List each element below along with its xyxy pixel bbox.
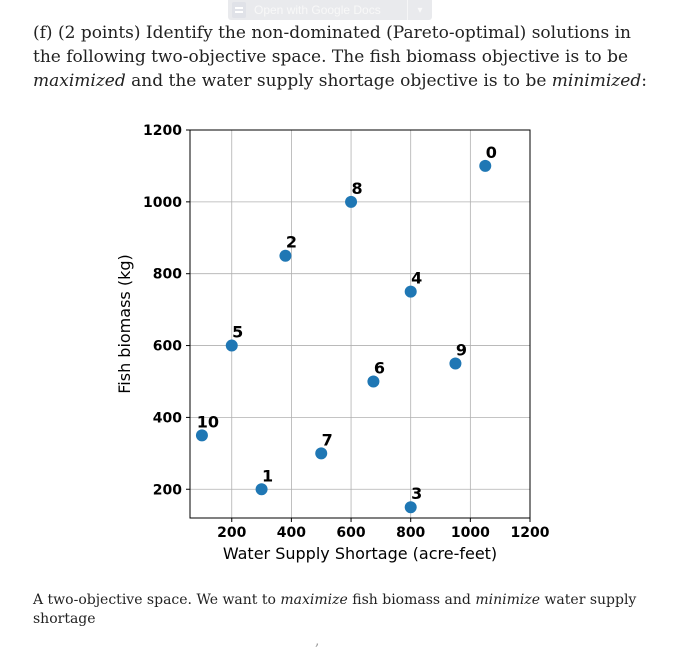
caption-suffix: water supply shortage xyxy=(33,592,637,627)
scatter-point-8 xyxy=(345,195,358,208)
y-tick-label: 1200 xyxy=(143,123,182,139)
point-label-4: 4 xyxy=(411,269,422,288)
question-minimized: minimized xyxy=(551,71,642,91)
scatter-point-1 xyxy=(255,483,268,496)
x-axis-label: Water Supply Shortage (acre-feet) xyxy=(223,544,497,563)
point-label-10: 10 xyxy=(197,412,219,431)
point-label-1: 1 xyxy=(262,466,273,485)
scatter-point-6 xyxy=(367,375,380,388)
scatter-point-10 xyxy=(195,429,208,442)
x-tick-label: 400 xyxy=(277,525,306,541)
point-label-8: 8 xyxy=(351,179,362,198)
question-text: (f) (2 points) Identify the non-dominate… xyxy=(33,21,653,93)
question-maximized: maximized xyxy=(33,71,126,91)
y-tick-label: 400 xyxy=(153,410,182,426)
scatter-point-4 xyxy=(404,285,417,298)
caption-maximize: maximize xyxy=(280,592,348,608)
point-label-7: 7 xyxy=(322,430,333,449)
y-tick-label: 200 xyxy=(153,482,182,498)
trailing-mark: , xyxy=(315,633,320,649)
question-middle: and the water supply shortage objective … xyxy=(125,71,552,91)
plot-frame xyxy=(189,129,531,519)
y-axis-label: Fish biomass (kg) xyxy=(115,254,134,394)
x-tick-label: 1000 xyxy=(451,525,490,541)
scatter-point-7 xyxy=(315,447,328,460)
scatter-point-9 xyxy=(449,357,462,370)
open-with-label: Open with Google Docs xyxy=(254,3,381,17)
scatter-point-2 xyxy=(279,249,292,262)
y-tick-label: 1000 xyxy=(143,195,182,211)
scatter-point-5 xyxy=(225,339,238,352)
chart-points: 0 1 2 3 4 5 6 7 8 9 10 xyxy=(195,143,497,514)
chevron-down-icon[interactable]: ▾ xyxy=(417,4,423,16)
x-tick-label: 1200 xyxy=(511,525,550,541)
point-label-0: 0 xyxy=(486,143,497,162)
y-tick-label: 600 xyxy=(153,339,182,355)
x-tick-label: 600 xyxy=(336,525,365,541)
point-label-6: 6 xyxy=(374,358,385,377)
toolbar-divider xyxy=(407,0,408,20)
x-tick-label: 200 xyxy=(217,525,246,541)
point-label-2: 2 xyxy=(286,233,297,252)
point-label-5: 5 xyxy=(232,323,243,342)
y-tick-label: 800 xyxy=(153,267,182,283)
open-with-google-docs-button[interactable]: Open with Google Docs ▾ xyxy=(228,0,432,20)
caption-middle: fish biomass and xyxy=(347,592,476,608)
google-docs-icon xyxy=(232,2,246,18)
scatter-point-0 xyxy=(479,159,492,172)
figure-caption: A two-objective space. We want to maximi… xyxy=(33,591,653,629)
chart-ticks: 200 400 600 800 1000 1200 200 400 600 800 1000 1200 xyxy=(143,123,550,541)
x-tick-label: 800 xyxy=(396,525,425,541)
scatter-point-3 xyxy=(404,501,417,514)
caption-minimize: minimize xyxy=(475,592,540,608)
question-prefix: (f) (2 points) Identify the non-dominate… xyxy=(33,23,632,67)
point-label-9: 9 xyxy=(456,341,467,360)
question-suffix: : xyxy=(641,71,647,91)
point-label-3: 3 xyxy=(411,484,422,503)
caption-prefix: A two-objective space. We want to xyxy=(33,592,281,608)
